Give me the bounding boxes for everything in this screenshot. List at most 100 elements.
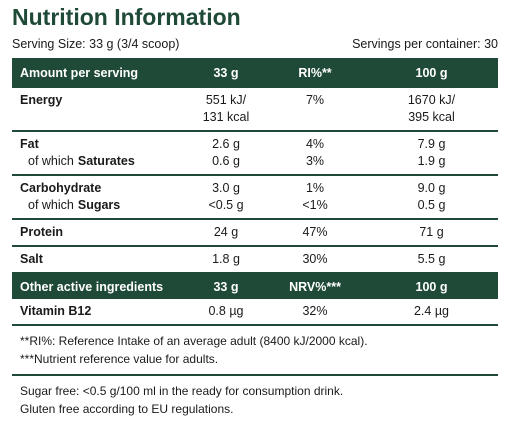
row-cell: 0.5 g xyxy=(365,197,498,214)
table-row: of which Saturates 0.6 g 3% 1.9 g xyxy=(12,153,498,170)
cell-line: 551 kJ/ xyxy=(205,93,247,107)
cell-line: 0.6 g xyxy=(212,154,240,168)
table-row: of which Sugars <0.5 g <1% 0.5 g xyxy=(12,197,498,214)
label-part: of which xyxy=(28,154,74,168)
label-part: Energy xyxy=(20,93,63,107)
label-part: Vitamin B12 xyxy=(20,304,92,318)
row-cell: 71 g xyxy=(365,224,498,241)
row-cell: <0.5 g xyxy=(187,197,265,214)
table-row: Vitamin B12 0.8 µg 32% 2.4 µg xyxy=(12,303,498,320)
row-cell: 1670 kJ/395 kcal xyxy=(365,92,498,126)
row-label: Protein xyxy=(12,224,187,241)
label-part: Salt xyxy=(20,252,43,266)
cell-line: 4% xyxy=(305,137,325,151)
title: Nutrition Information xyxy=(12,4,241,30)
row-label: Salt xyxy=(12,251,187,268)
header-cell: 100 g xyxy=(415,279,448,294)
header-cell: NRV%*** xyxy=(289,279,341,294)
label-part: Saturates xyxy=(77,154,135,168)
header-row: Amount per serving 33 g RI%** 100 g xyxy=(12,58,498,88)
row-cell: 5.5 g xyxy=(365,251,498,268)
row-label: Vitamin B12 xyxy=(12,303,187,320)
row-cell: 1.8 g xyxy=(187,251,265,268)
cell-line: 131 kcal xyxy=(202,110,250,124)
header-cell: 33 g xyxy=(213,66,239,80)
cell-line: 71 g xyxy=(419,225,444,239)
row-group: Protein 24 g 47% 71 g xyxy=(12,220,498,247)
row-cell: 30% xyxy=(265,251,365,268)
cell-line: 395 kcal xyxy=(408,110,455,124)
page: {"header": {"title": "Nutrition Informat… xyxy=(12,4,498,416)
row-cell: 1.9 g xyxy=(365,153,498,170)
header-cell: Other active ingredients xyxy=(20,279,164,294)
row-cell: 0.8 µg xyxy=(187,303,265,320)
label-part: Sugars xyxy=(77,198,121,212)
cell-line: 2.4 µg xyxy=(413,304,449,318)
serving-size: Serving Size: 33 g (3/4 scoop) xyxy=(12,37,180,51)
row-group: Salt 1.8 g 30% 5.5 g xyxy=(12,247,498,274)
cell-line: 3.0 g xyxy=(212,181,240,195)
table-row: Fat 2.6 g 4% 7.9 g xyxy=(12,136,498,153)
note: Gluten free according to EU regulations. xyxy=(20,402,234,416)
row-cell: 1% xyxy=(265,180,365,197)
cell-line: 1.8 g xyxy=(212,252,240,266)
cell-line: 24 g xyxy=(213,225,239,239)
footnotes: **RI%: Reference Intake of an average ad… xyxy=(12,326,498,376)
nutrition-table: Amount per serving 33 g RI%** 100 g Energy 55… xyxy=(12,58,498,424)
cell-line: <1% xyxy=(302,198,328,212)
row-cell: 32% xyxy=(265,303,365,320)
header-cell: 100 g xyxy=(415,66,448,80)
row-cell: 2.4 µg xyxy=(365,303,498,320)
header-cell: Amount per serving xyxy=(20,66,139,80)
cell-line: 30% xyxy=(302,252,328,266)
header-cell: 33 g xyxy=(213,279,239,294)
row-cell: 47% xyxy=(265,224,365,241)
row-cell: 2.6 g xyxy=(187,136,265,153)
row-group: Vitamin B12 0.8 µg 32% 2.4 µg xyxy=(12,299,498,326)
header-cell: RI%** xyxy=(298,66,332,80)
notes: Sugar free: <0.5 g/100 ml in the ready f… xyxy=(12,376,498,424)
cell-line: 1% xyxy=(305,181,325,195)
cell-line: 2.6 g xyxy=(212,137,240,151)
cell-line: 32% xyxy=(302,304,328,318)
footnote: ***Nutrient reference value for adults. xyxy=(20,352,219,366)
row-group: Energy 551 kJ/131 kcal 7% 1670 kJ/395 kcal xyxy=(12,88,498,132)
table-row: Energy 551 kJ/131 kcal 7% 1670 kJ/395 kcal xyxy=(12,92,498,126)
cell-line: 47% xyxy=(302,225,328,239)
row-label: of which Saturates xyxy=(12,153,187,170)
row-cell: 4% xyxy=(265,136,365,153)
row-cell: 551 kJ/131 kcal xyxy=(187,92,265,126)
cell-line: 0.5 g xyxy=(417,198,446,212)
row-group: Fat 2.6 g 4% 7.9 g of which Saturates 0.6 g 3% 1… xyxy=(12,132,498,176)
row-cell: 3.0 g xyxy=(187,180,265,197)
row-cell: 24 g xyxy=(187,224,265,241)
servings-per-container: Servings per container: 30 xyxy=(352,37,498,51)
row-cell: 7% xyxy=(265,92,365,126)
label-part: of which xyxy=(28,198,74,212)
cell-line: 5.5 g xyxy=(417,252,446,266)
row-cell: 3% xyxy=(265,153,365,170)
footnote: **RI%: Reference Intake of an average ad… xyxy=(20,334,368,348)
header-row: Other active ingredients 33 g NRV%*** 100 g xyxy=(12,274,498,299)
table-row: Carbohydrate 3.0 g 1% 9.0 g xyxy=(12,180,498,197)
cell-line: 1.9 g xyxy=(417,154,446,168)
row-cell: <1% xyxy=(265,197,365,214)
label-part: Carbohydrate xyxy=(20,181,102,195)
cell-line: 1670 kJ/ xyxy=(407,93,456,107)
note: Sugar free: <0.5 g/100 ml in the ready f… xyxy=(20,384,344,398)
cell-line: 9.0 g xyxy=(417,181,446,195)
cell-line: 7.9 g xyxy=(417,137,446,151)
row-cell: 7.9 g xyxy=(365,136,498,153)
cell-line: <0.5 g xyxy=(208,198,244,212)
row-label: Carbohydrate xyxy=(12,180,187,197)
table-row: Salt 1.8 g 30% 5.5 g xyxy=(12,251,498,268)
row-cell: 0.6 g xyxy=(187,153,265,170)
label-part: Fat xyxy=(20,137,39,151)
cell-line: 3% xyxy=(305,154,325,168)
cell-line: 0.8 µg xyxy=(208,304,244,318)
table-row: Protein 24 g 47% 71 g xyxy=(12,224,498,241)
row-label: Fat xyxy=(12,136,187,153)
label-part: Protein xyxy=(20,225,64,239)
row-label: of which Sugars xyxy=(12,197,187,214)
row-group: Carbohydrate 3.0 g 1% 9.0 g of which Sugars <0… xyxy=(12,176,498,220)
